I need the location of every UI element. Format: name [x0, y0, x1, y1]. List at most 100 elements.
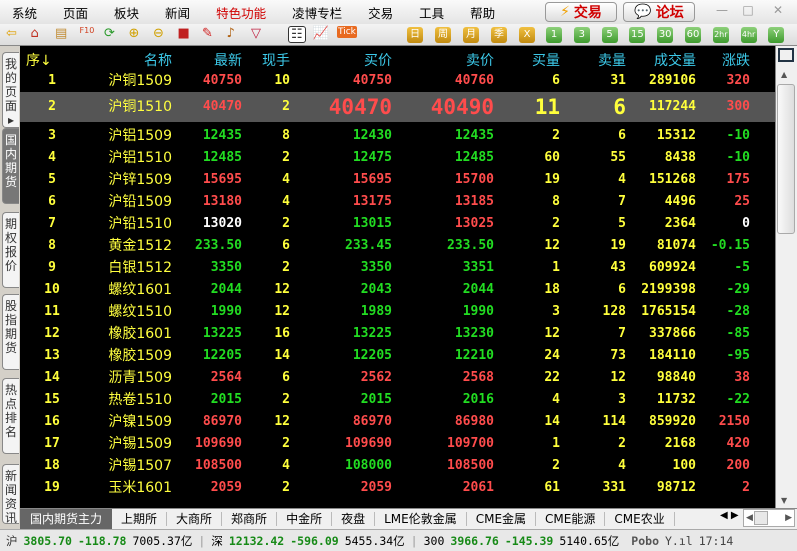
side-tab[interactable]: 股指期货: [2, 294, 19, 370]
filter-icon[interactable]: ▽: [251, 26, 261, 41]
table-row[interactable]: 7 沪铅1510 13020 2 13015 13025 2 5 2364 0: [20, 213, 775, 235]
column-header[interactable]: 卖量: [598, 53, 626, 69]
menu-item[interactable]: 板块: [114, 5, 140, 21]
table-row[interactable]: 19 玉米1601 2059 2 2059 2061 61 331 98712 2: [20, 477, 775, 499]
zoom-in-icon[interactable]: ⊕: [128, 26, 140, 41]
column-header[interactable]: 名称: [144, 53, 172, 69]
back-arrow-icon[interactable]: ⇦: [6, 26, 17, 41]
column-header[interactable]: 买价: [364, 53, 392, 69]
table-row[interactable]: 1 沪铜1509 40750 10 40750 40760 6 31 289106 320: [20, 70, 775, 92]
minute-button[interactable]: 4hr: [740, 27, 757, 43]
cell-no: 4: [48, 150, 56, 165]
scroll-down-icon[interactable]: ▼: [781, 496, 788, 505]
table-row[interactable]: 17 沪锡1509 109690 2 109690 109700 1 2 2168 420: [20, 433, 775, 455]
side-tab[interactable]: 热点排名: [2, 378, 19, 454]
table-row[interactable]: 11 螺纹1510 1990 12 1989 1990 3 128 1765154 -28: [20, 301, 775, 323]
table-row[interactable]: 14 沥青1509 2564 6 2562 2568 22 12 98840 38: [20, 367, 775, 389]
side-tab[interactable]: 新闻资讯: [2, 464, 19, 525]
tick-icon[interactable]: Tick: [337, 26, 357, 38]
table-row[interactable]: 2 沪铜1510 40470 2 40470 40490 11 6 117244 300: [20, 92, 775, 122]
table-row[interactable]: 8 黄金1512 233.50 6 233.45 233.50 12 19 81074 -0.15: [20, 235, 775, 257]
period-button[interactable]: 日: [407, 27, 423, 43]
side-tab[interactable]: 国内期货: [2, 128, 19, 204]
market-tab[interactable]: 上期所: [112, 512, 168, 526]
notebook-icon[interactable]: ▤: [55, 26, 68, 41]
sz-change: -596.09: [290, 533, 339, 548]
market-tab[interactable]: 郑商所: [222, 512, 278, 526]
period-button[interactable]: 季: [491, 27, 507, 43]
table-row[interactable]: 4 沪铝1510 12485 2 12475 12485 60 55 8438 -10: [20, 147, 775, 169]
zoom-out-icon[interactable]: ⊖: [153, 26, 164, 41]
forum-button[interactable]: 💬 论坛: [623, 2, 695, 22]
cell-bid: 13015: [352, 216, 392, 231]
market-tab[interactable]: CME农业: [605, 512, 675, 526]
menu-item[interactable]: 页面: [63, 5, 89, 21]
market-tab[interactable]: 中金所: [277, 512, 333, 526]
market-tab[interactable]: 夜盘: [332, 512, 376, 526]
period-button[interactable]: 周: [435, 27, 451, 43]
side-tab[interactable]: 我的页面▸: [2, 52, 19, 128]
market-tab[interactable]: 国内期货主力: [20, 508, 113, 530]
minute-button[interactable]: 60: [685, 27, 701, 43]
window-icon[interactable]: ■: [177, 26, 190, 41]
f10-icon[interactable]: F10: [79, 26, 95, 35]
side-tab[interactable]: 期权报价: [2, 212, 19, 288]
minute-button[interactable]: 2hr: [712, 27, 729, 43]
market-tab[interactable]: 大商所: [167, 512, 223, 526]
menu-item[interactable]: 帮助: [470, 5, 496, 21]
panel-toggle-icon[interactable]: [778, 48, 794, 62]
table-row[interactable]: 6 沪铅1509 13180 4 13175 13185 8 7 4496 25: [20, 191, 775, 213]
scroll-thumb[interactable]: [777, 84, 795, 234]
column-header[interactable]: 最新: [214, 53, 242, 69]
menu-item[interactable]: 特色功能: [216, 5, 267, 21]
table-row[interactable]: 13 橡胶1509 12205 14 12205 12210 24 73 184110 -95: [20, 345, 775, 367]
minute-button[interactable]: 30: [657, 27, 674, 43]
menu-item[interactable]: 交易: [368, 5, 394, 21]
scroll-up-icon[interactable]: ▲: [781, 70, 788, 79]
market-tab[interactable]: LME伦敦金属: [375, 512, 467, 526]
menu-item[interactable]: 系统: [12, 5, 38, 21]
pen-icon[interactable]: ✎: [202, 26, 213, 41]
table-row[interactable]: 5 沪锌1509 15695 4 15695 15700 19 4 151268 175: [20, 169, 775, 191]
cell-no: 3: [48, 128, 56, 143]
home-icon[interactable]: ⌂: [30, 26, 39, 41]
column-header[interactable]: 成交量: [654, 53, 696, 69]
column-header[interactable]: 卖价: [466, 53, 494, 69]
close-button[interactable]: ✕: [772, 3, 784, 17]
period-button[interactable]: 月: [463, 27, 479, 43]
quote-list-icon[interactable]: ☷: [288, 26, 306, 43]
menu-item[interactable]: 凌博专栏: [292, 5, 343, 21]
column-header[interactable]: 现手: [262, 53, 290, 69]
table-row[interactable]: 9 白银1512 3350 2 3350 3351 1 43 609924 -5: [20, 257, 775, 279]
table-row[interactable]: 3 沪铝1509 12435 8 12430 12435 2 6 15312 -10: [20, 125, 775, 147]
table-row[interactable]: 12 橡胶1601 13225 16 13225 13230 12 7 337866 -85: [20, 323, 775, 345]
table-row[interactable]: 16 沪镍1509 86970 12 86970 86980 14 114 859920 2150: [20, 411, 775, 433]
minute-button[interactable]: Y: [768, 27, 785, 43]
column-header[interactable]: 序↓: [26, 53, 52, 69]
trend-chart-icon[interactable]: 📈: [312, 26, 329, 41]
table-row[interactable]: 10 螺纹1601 2044 12 2043 2044 18 6 2199398 -29: [20, 279, 775, 301]
minimize-button[interactable]: —: [716, 3, 728, 17]
bell-icon[interactable]: ♪: [226, 26, 235, 41]
minute-button[interactable]: 15: [629, 27, 646, 43]
period-button[interactable]: X: [519, 27, 535, 43]
market-tab[interactable]: CME能源: [536, 512, 606, 526]
cell-bv: 1: [552, 436, 560, 451]
table-row[interactable]: 15 热卷1510 2015 2 2015 2016 4 3 11732 -22: [20, 389, 775, 411]
minute-button[interactable]: 5: [601, 27, 618, 43]
refresh-icon[interactable]: ⟳: [104, 26, 115, 41]
trade-button[interactable]: ⚡ 交易: [545, 2, 617, 22]
column-header[interactable]: 买量: [532, 53, 560, 69]
vertical-scrollbar[interactable]: ▲ ▼: [775, 46, 797, 508]
minute-button[interactable]: 3: [573, 27, 590, 43]
menu-item[interactable]: 新闻: [165, 5, 191, 21]
market-tab[interactable]: CME金属: [467, 512, 537, 526]
tab-scroll-arrows[interactable]: ◀ ▶: [720, 510, 739, 521]
minute-button[interactable]: 1: [546, 27, 562, 43]
maximize-button[interactable]: □: [742, 3, 754, 17]
table-row[interactable]: 18 沪锡1507 108500 4 108000 108500 2 4 100 200: [20, 455, 775, 477]
cell-bv: 1: [552, 260, 560, 275]
horizontal-scrollbar[interactable]: ◀ ▶: [743, 509, 795, 527]
column-header[interactable]: 涨跌: [722, 53, 750, 69]
menu-item[interactable]: 工具: [419, 5, 445, 21]
